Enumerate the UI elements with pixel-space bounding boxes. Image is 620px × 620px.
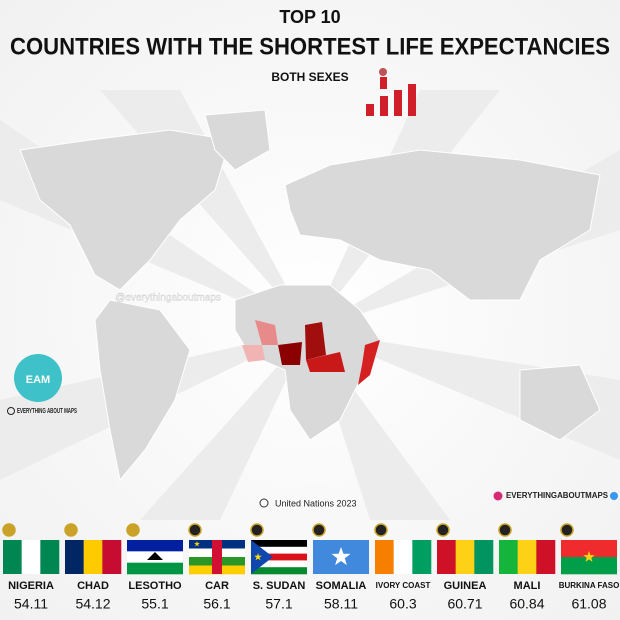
title: COUNTRIES WITH THE SHORTEST LIFE EXPECTA… [10, 33, 610, 60]
flag-stripe [499, 540, 518, 574]
source: United Nations 2023 [275, 498, 357, 508]
flag-stripe [251, 560, 307, 568]
life-expectancy: 55.1 [141, 596, 168, 612]
flag-stripe [561, 540, 617, 558]
flag-stripe [251, 553, 307, 561]
flag-stripe [127, 540, 183, 552]
country-name: CHAD [77, 580, 109, 592]
ranking: NIGERIA 54.11 CHAD 54.12 LESOTHO 55.1 CAR 56.1 S… [2, 523, 620, 612]
watermark: @everythingaboutmaps [115, 293, 221, 304]
rank-badge [498, 523, 512, 537]
life-expectancy: 61.08 [571, 596, 606, 612]
country-entry: CHAD 54.12 [64, 523, 122, 612]
rank-badge [436, 523, 450, 537]
flag-stripe [83, 540, 103, 574]
country-entry: MALI 60.84 [498, 523, 556, 612]
highlight-chad [305, 322, 326, 360]
flag-stripe [65, 540, 84, 574]
country-entry: BURKINA FASO 61.08 [559, 523, 620, 612]
flag-triangle [251, 540, 273, 574]
country-name: LESOTHO [128, 580, 182, 592]
flag-star [194, 541, 200, 547]
flag-stripe [102, 540, 122, 574]
country-entry: LESOTHO 55.1 [126, 523, 183, 612]
logo-circle [14, 354, 62, 402]
rank-badge [250, 523, 264, 537]
brand-name: EVERYTHING ABOUT MAPS [17, 408, 77, 415]
flag-stripe [393, 540, 413, 574]
rank-badge [2, 523, 16, 537]
flag-stripe [40, 540, 60, 574]
country-name: GUINEA [444, 580, 487, 592]
flag-stripe [412, 540, 432, 574]
flag-stripe [517, 540, 537, 574]
kicker: TOP 10 [279, 7, 340, 27]
rank-badge [126, 523, 140, 537]
flag-stripe [455, 540, 475, 574]
country-entry: GUINEA 60.71 [436, 523, 494, 612]
highlight-car-ssudan [306, 352, 345, 372]
highlight-nigeria [278, 342, 302, 365]
logo-text: EAM [26, 374, 50, 386]
flag-stripe [21, 540, 41, 574]
instagram-icon [493, 491, 503, 501]
rank-badge [312, 523, 326, 537]
rank-badge [64, 523, 78, 537]
flag-stripe [474, 540, 494, 574]
search-icon [259, 498, 269, 508]
country-name: NIGERIA [8, 580, 54, 592]
country-name: CAR [205, 580, 229, 592]
highlight-somalia [358, 340, 380, 385]
life-expectancy: 60.84 [509, 596, 544, 612]
life-expectancy: 58.11 [324, 596, 358, 612]
highlight-mali [255, 320, 278, 345]
highlight-guinea [242, 345, 265, 362]
country-name: MALI [514, 580, 541, 592]
flag-stripe [561, 557, 617, 575]
verified-icon [610, 492, 618, 500]
flag-star [583, 551, 595, 562]
world-map [19, 109, 601, 482]
country-name: BURKINA FASO [559, 581, 620, 590]
flag-stripe [251, 567, 307, 575]
life-expectancy: 60.3 [389, 596, 416, 612]
flag-hat [147, 552, 163, 560]
life-expectancy: 60.71 [447, 596, 482, 612]
country-name: SOMALIA [316, 580, 367, 592]
life-expectancy: 54.12 [75, 596, 110, 612]
life-expectancy: 54.11 [14, 596, 48, 612]
flag-star [331, 547, 351, 566]
country-entry: SOMALIA 58.11 [312, 523, 369, 612]
flag-star [254, 553, 262, 561]
handle: EVERYTHINGABOUTMAPS [506, 491, 609, 500]
instagram-icon [7, 407, 15, 415]
country-entry: CAR 56.1 [188, 523, 245, 612]
flag-stripe [212, 540, 222, 574]
rank-badge [560, 523, 574, 537]
life-expectancy: 56.1 [203, 596, 230, 612]
flag-stripe [375, 540, 394, 574]
country-entry: S. SUDAN 57.1 [250, 523, 307, 612]
flag-stripe [536, 540, 556, 574]
rank-badge [188, 523, 202, 537]
flag-stripe [251, 546, 307, 554]
life-expectancy: 57.1 [265, 596, 292, 612]
bar-icon [366, 68, 416, 116]
flag-stripe [127, 562, 183, 575]
flag-stripe [3, 540, 22, 574]
country-name: S. SUDAN [253, 580, 306, 592]
subtitle: BOTH SEXES [271, 70, 348, 84]
country-name: IVORY COAST [376, 581, 431, 590]
rank-badge [374, 523, 388, 537]
country-entry: NIGERIA 54.11 [2, 523, 60, 612]
flag-stripe [437, 540, 456, 574]
flag-stripe [251, 540, 307, 548]
country-entry: IVORY COAST 60.3 [374, 523, 432, 612]
